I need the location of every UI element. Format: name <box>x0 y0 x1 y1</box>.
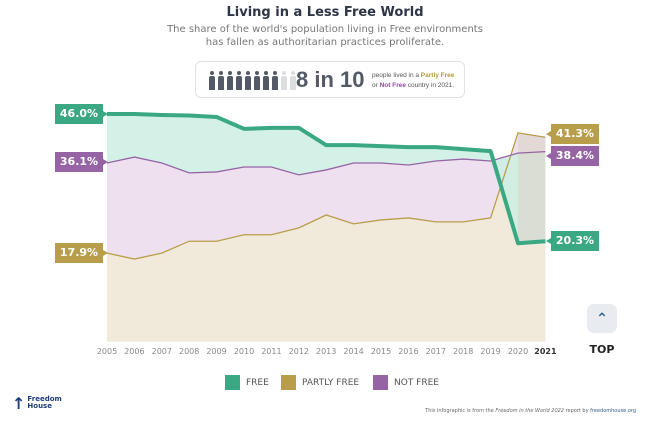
not-free-line <box>106 150 546 176</box>
subtitle: The share of the world's population livi… <box>0 23 650 49</box>
partly-free-text: Partly Free <box>420 72 455 79</box>
legend-swatch <box>373 375 388 390</box>
torch-icon: ↑ <box>12 393 26 413</box>
label-text: 17.9% <box>59 246 99 259</box>
freedomhouse-link[interactable]: freedomhouse.org <box>590 408 636 414</box>
x-tick-label: 2006 <box>124 347 145 356</box>
subtitle-line: The share of the world's population livi… <box>167 24 483 35</box>
x-tick-label: 2005 <box>96 347 118 356</box>
x-tick-label: 2021 <box>534 347 557 356</box>
x-tick-label: 2020 <box>507 347 529 356</box>
back-to-top-button[interactable]: ⌃ <box>587 304 617 333</box>
not-free-end-label: 38.4% <box>546 146 599 166</box>
text: report by <box>563 408 591 414</box>
x-tick-label: 2017 <box>425 347 446 356</box>
report-name: Freedom in the World 2022 <box>495 408 564 414</box>
x-tick-label: 2007 <box>151 347 172 356</box>
person-icon <box>226 71 234 90</box>
person-icon <box>235 71 243 90</box>
label-text: 20.3% <box>555 234 595 247</box>
person-icon <box>208 71 216 90</box>
top-label[interactable]: TOP <box>589 343 615 356</box>
stat-text: people lived in a Partly Free or Not Free… <box>372 71 454 91</box>
free-start-label: 46.0% <box>55 104 108 124</box>
person-icon <box>244 71 252 90</box>
logo-text: Freedom <box>27 395 62 403</box>
x-tick-label: 2008 <box>179 347 200 356</box>
legend-item-partly-free: PARTLY FREE <box>281 375 359 390</box>
label-text: 41.3% <box>555 127 595 140</box>
legend-item-not-free: NOT FREE <box>373 375 439 390</box>
freedom-house-logo[interactable]: ↑ Freedom House <box>12 393 62 413</box>
legend-label: NOT FREE <box>394 377 439 388</box>
person-icon <box>217 71 225 90</box>
x-tick-label: 2018 <box>453 347 474 356</box>
label-text: 38.4% <box>555 149 595 162</box>
free-area <box>107 114 546 244</box>
x-tick-label: 2015 <box>370 347 392 356</box>
credit-text: This infographic is from the Freedom in … <box>425 408 636 414</box>
person-icon <box>289 71 297 90</box>
subtitle-line: has fallen as authoritarian practices pr… <box>205 37 445 48</box>
legend-item-free: FREE <box>225 375 269 390</box>
x-tick-label: 2019 <box>480 347 501 356</box>
free-end-label: 20.3% <box>546 231 599 251</box>
people-icons <box>208 71 297 90</box>
free-line <box>107 112 546 246</box>
label-text: 46.0% <box>59 107 99 120</box>
stat-number: 8 in 10 <box>296 67 365 92</box>
x-tick-label: 2013 <box>316 347 337 356</box>
partly-free-start-label: 17.9% <box>55 243 108 263</box>
chevron-up-icon: ⌃ <box>596 311 608 327</box>
person-icon <box>262 71 270 90</box>
not-free-area <box>107 132 546 260</box>
partly-free-end-label: 41.3% <box>546 124 599 144</box>
x-tick-label: 2010 <box>233 347 255 356</box>
page-title: Living in a Less Free World <box>226 5 424 20</box>
not-free-text: Not Free <box>379 82 406 89</box>
overlap-area <box>518 132 546 244</box>
legend-swatch <box>225 375 240 390</box>
logo-text: House <box>27 402 52 410</box>
text: This infographic is from the <box>425 408 496 414</box>
not-free-start-label: 36.1% <box>55 152 108 172</box>
partly-free-line <box>106 132 546 260</box>
label-text: 36.1% <box>59 155 99 168</box>
legend-label: FREE <box>246 377 269 388</box>
x-tick-label: 2009 <box>206 347 227 356</box>
x-tick-label: 2014 <box>343 347 364 356</box>
stat-callout: 8 in 10 people lived in a Partly Free or … <box>195 61 465 98</box>
text: people lived in a <box>372 72 421 79</box>
legend-swatch <box>281 375 296 390</box>
text: country in 2021. <box>405 82 455 89</box>
text: or <box>372 82 380 89</box>
legend-label: PARTLY FREE <box>302 377 360 388</box>
person-icon <box>253 71 261 90</box>
x-tick-label: 2011 <box>261 347 282 356</box>
person-icon <box>280 71 288 90</box>
person-icon <box>271 71 279 90</box>
x-tick-label: 2016 <box>398 347 419 356</box>
x-tick-label: 2012 <box>288 347 309 356</box>
partly-free-area <box>107 132 546 342</box>
